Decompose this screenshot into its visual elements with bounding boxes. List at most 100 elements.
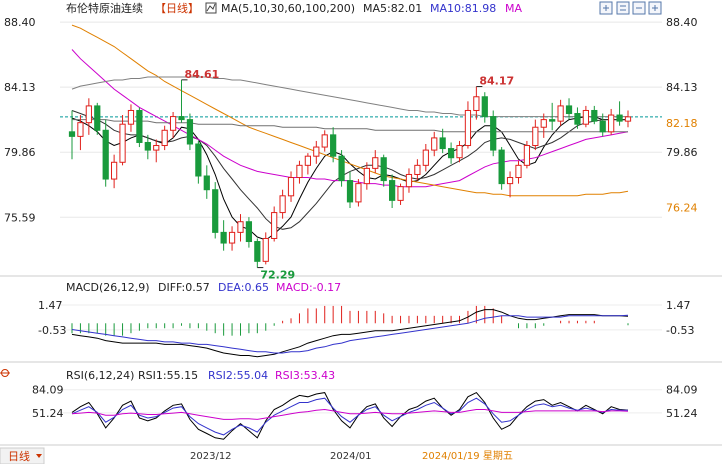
candle: [144, 134, 151, 160]
macd-dea-value: DEA:0.65: [218, 281, 269, 294]
y-tick-label-right: 88.40: [666, 16, 698, 29]
candle: [153, 139, 160, 163]
candle: [279, 189, 286, 219]
candle: [254, 238, 261, 268]
candle: [397, 183, 404, 205]
last-price-tag: 82.18: [666, 117, 698, 130]
candle: [405, 168, 413, 193]
zoom-out-icon[interactable]: [632, 1, 646, 15]
rsi1-value: RSI1:55.15: [138, 369, 198, 382]
candle-body: [481, 96, 488, 118]
candle-body: [506, 177, 514, 185]
candle-body: [549, 119, 556, 122]
candle: [380, 154, 387, 187]
candle: [557, 99, 564, 126]
crosshair-icon[interactable]: [0, 369, 10, 377]
candle-body: [363, 167, 370, 185]
candle: [532, 119, 539, 151]
candle: [414, 159, 421, 181]
candle-body: [490, 116, 497, 151]
rsi3-line: [71, 408, 629, 420]
candle-body: [245, 221, 253, 243]
candle-body: [119, 123, 126, 163]
rsi3-value: RSI3:53.43: [275, 369, 335, 382]
candle-body: [77, 122, 84, 137]
candle-body: [557, 105, 564, 122]
candle-body: [540, 119, 547, 128]
period-tab-arrow-icon: [36, 454, 42, 458]
candle: [447, 142, 455, 164]
candle: [506, 171, 514, 198]
ma-toggle-icon[interactable]: [205, 2, 217, 14]
current-date-label: 2024/01/19 星期五: [422, 450, 513, 462]
candle-body: [262, 237, 269, 262]
candle-body: [574, 113, 581, 125]
candle-body: [287, 177, 295, 197]
candle: [296, 160, 303, 184]
candle: [346, 171, 354, 208]
high-annotation-1: 84.61: [185, 68, 220, 81]
rsi-tick-right: 51.24: [666, 407, 698, 420]
x-axis-label-jan: 2024/01: [330, 451, 372, 462]
period-tab[interactable]: [0, 447, 45, 464]
candle-body: [313, 146, 320, 157]
candle: [212, 182, 219, 239]
candle-body: [405, 173, 413, 188]
candle: [287, 171, 295, 202]
candle: [473, 86, 480, 120]
ma-params-label: MA(5,10,30,60,100,200): [221, 2, 355, 15]
rsi2-value: RSI2:55.04: [208, 369, 268, 382]
candle-body: [608, 114, 615, 133]
candle-body: [220, 231, 227, 244]
ma-more-label: MA: [505, 2, 522, 15]
candle: [321, 130, 328, 152]
candle: [616, 101, 623, 126]
macd-series: [71, 305, 629, 358]
candle: [195, 140, 202, 184]
candle: [481, 92, 488, 123]
candle: [372, 150, 379, 173]
candle-body: [102, 129, 109, 180]
ma-line-ma30: [71, 49, 629, 188]
rsi-series: [71, 391, 629, 440]
candle-body: [212, 189, 219, 233]
candle-body: [624, 116, 632, 122]
candle-body: [346, 180, 354, 203]
candle-body: [389, 180, 396, 201]
period-label[interactable]: 【日线】: [155, 1, 199, 15]
candle-body: [616, 114, 623, 122]
candle: [431, 131, 438, 157]
macd-title: MACD(26,12,9): [66, 281, 150, 294]
candle: [540, 113, 547, 138]
candle: [389, 174, 396, 208]
candle: [355, 179, 362, 207]
candle: [262, 232, 269, 265]
indicator-settings-icon[interactable]: [599, 1, 613, 15]
macd-tick-right: 1.47: [666, 299, 691, 312]
zoom-in-icon[interactable]: [648, 1, 662, 15]
candle-body: [338, 155, 345, 182]
candle: [330, 127, 337, 163]
candle: [220, 220, 227, 251]
period-tab-label: 日线: [8, 449, 30, 463]
rsi-tick-left: 51.24: [32, 407, 64, 420]
candle-body: [515, 164, 522, 179]
candle-body: [414, 164, 421, 175]
candle-body: [431, 137, 438, 151]
candle: [608, 108, 615, 135]
candle: [523, 140, 531, 169]
candle-body: [153, 145, 160, 151]
candle-body: [68, 131, 76, 137]
candle: [169, 112, 177, 138]
y-tick-label-left: 75.59: [4, 211, 36, 224]
candle: [313, 140, 320, 164]
candle: [490, 110, 497, 157]
macd-tick-left: -0.53: [38, 324, 66, 337]
candle-body: [380, 157, 387, 182]
candle: [515, 160, 522, 184]
add-panel-icon[interactable]: [616, 1, 630, 15]
candle: [582, 105, 589, 128]
candle-body: [532, 126, 539, 147]
candlestick-series: [68, 79, 632, 268]
